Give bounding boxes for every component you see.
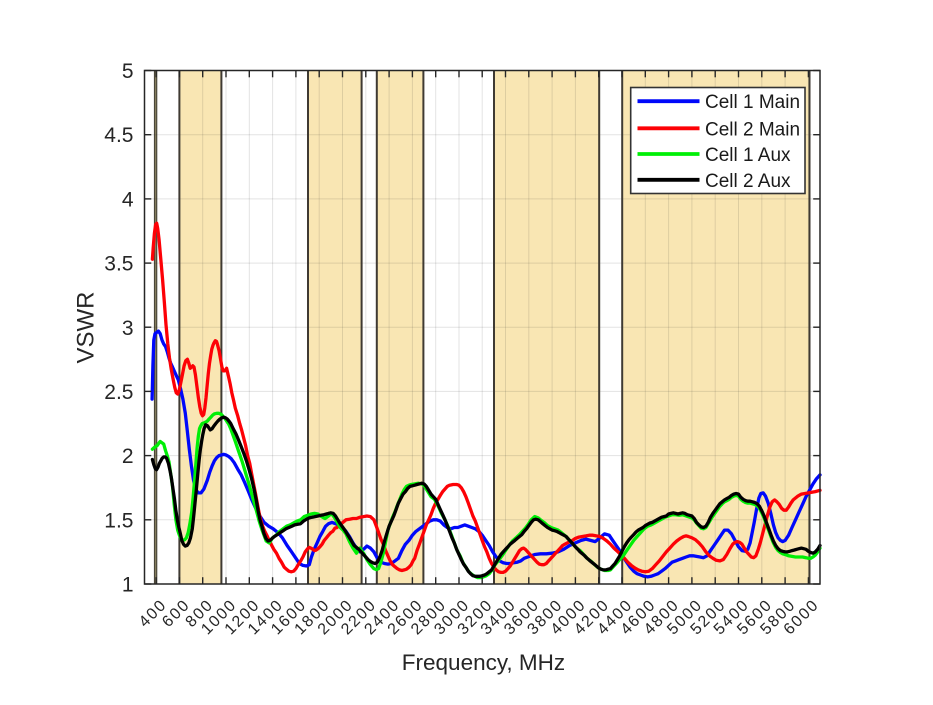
svg-text:Cell 1 Aux: Cell 1 Aux [705, 145, 791, 166]
svg-text:Cell 2 Main: Cell 2 Main [705, 119, 800, 140]
svg-text:VSWR: VSWR [73, 292, 100, 364]
svg-text:3.5: 3.5 [104, 253, 133, 276]
svg-text:Cell 2 Aux: Cell 2 Aux [705, 171, 791, 192]
svg-text:3: 3 [122, 317, 134, 340]
svg-text:2.5: 2.5 [104, 381, 133, 404]
svg-text:4: 4 [122, 188, 134, 211]
svg-text:Cell 1 Main: Cell 1 Main [705, 92, 800, 113]
svg-text:1: 1 [122, 574, 134, 597]
svg-text:2: 2 [122, 445, 134, 468]
svg-text:4.5: 4.5 [104, 124, 133, 147]
svg-text:Frequency, MHz: Frequency, MHz [402, 650, 565, 675]
svg-text:1.5: 1.5 [104, 509, 133, 532]
svg-text:5: 5 [122, 60, 134, 83]
